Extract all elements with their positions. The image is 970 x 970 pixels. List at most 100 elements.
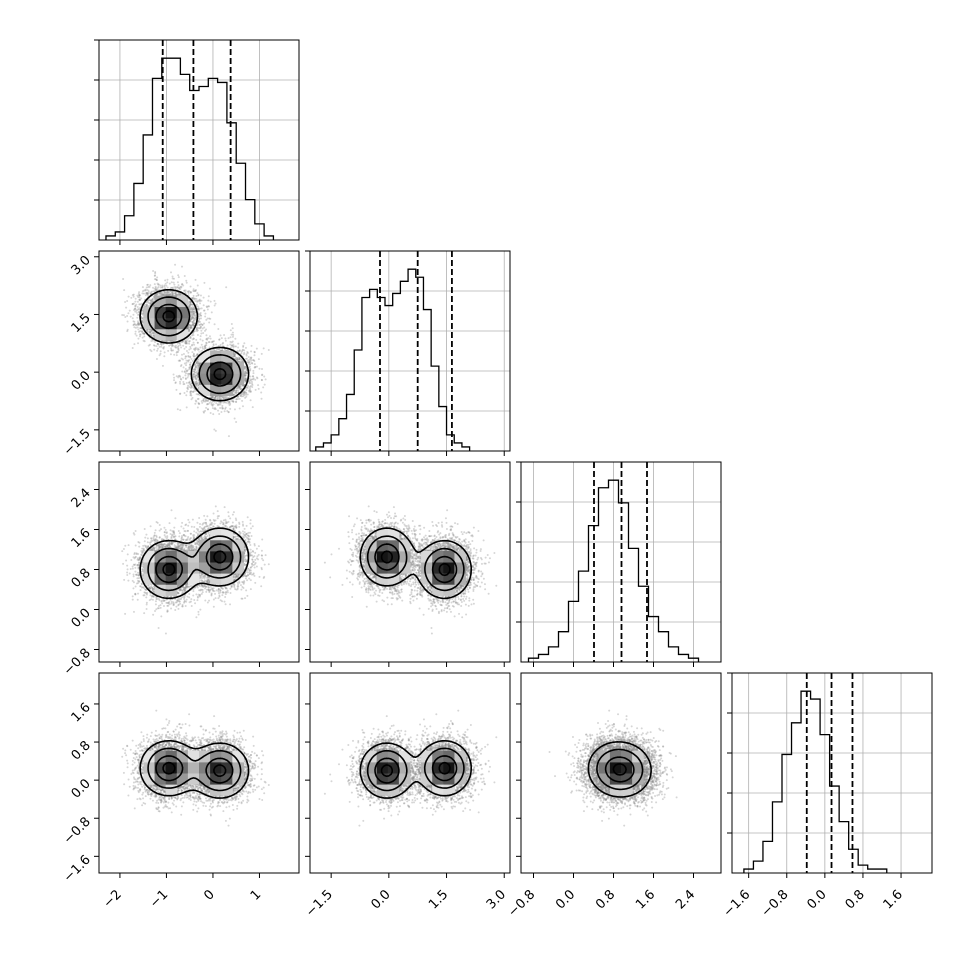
sample-point [260,379,263,382]
sample-point [191,297,194,300]
sample-point [131,317,134,320]
sample-point [164,282,167,285]
sample-point [187,290,190,293]
sample-point [230,322,233,325]
sample-point [195,297,198,300]
sample-point [207,402,210,405]
sample-point [154,272,157,275]
sample-point [193,308,196,311]
sample-point [203,281,206,284]
sample-point [196,383,199,386]
sample-point [191,316,194,319]
sample-point [234,337,237,340]
sample-point [205,305,208,308]
sample-point [229,336,232,339]
sample-point [149,331,152,334]
sample-point [131,294,134,297]
sample-point [189,361,192,364]
sample-point [264,378,267,381]
sample-point [191,314,194,317]
sample-point [133,343,136,346]
axes-frame [98,39,300,241]
sample-point [192,308,195,311]
sample-point [238,349,241,352]
sample-point [156,349,159,352]
sample-point [148,328,151,331]
sample-point [131,346,134,349]
sample-point [198,317,201,320]
sample-point [139,333,142,336]
sample-point [235,356,238,359]
sample-point [134,330,137,333]
sample-point [247,361,250,364]
sample-point [126,330,129,333]
sample-point [147,290,150,293]
sample-point [153,274,156,277]
sample-point [254,378,257,381]
sample-point [189,301,192,304]
sample-point [196,348,199,351]
sample-point [175,346,178,349]
sample-point [184,289,187,292]
sample-point [162,293,165,296]
sample-point [193,375,196,378]
sample-point [142,332,145,335]
sample-point [137,311,140,314]
sample-point [199,335,202,338]
sample-point [188,381,191,384]
sample-point [198,324,201,327]
sample-point [149,348,152,351]
sample-point [196,406,199,409]
sample-point [194,366,197,369]
sample-point [153,348,156,351]
sample-point [155,345,158,348]
sample-point [159,350,162,353]
sample-point [182,284,185,287]
sample-point [242,353,245,356]
sample-point [241,405,244,408]
sample-point [187,351,190,354]
sample-point [184,377,187,380]
sample-point [262,386,265,389]
sample-point [201,324,204,327]
sample-point [184,377,187,380]
sample-point [199,300,202,303]
sample-point [258,367,261,370]
sample-point [236,358,239,361]
sample-point [231,335,234,338]
sample-point [199,312,202,315]
sample-point [197,305,200,308]
sample-point [221,345,224,348]
sample-point [191,296,194,299]
sample-point [167,349,170,352]
sample-point [135,303,138,306]
sample-point [132,295,135,298]
sample-point [253,350,256,353]
sample-point [193,375,196,378]
sample-point [143,303,146,306]
sample-point [173,379,176,382]
sample-point [177,274,180,277]
sample-point [178,287,181,290]
sample-point [165,292,168,295]
sample-point [229,340,232,343]
sample-point [179,375,182,378]
sample-point [154,271,157,274]
sample-point [174,292,177,295]
sample-point [197,293,200,296]
sample-point [207,341,210,344]
sample-point [218,397,221,400]
sample-point [166,281,169,284]
sample-point [261,374,264,377]
sample-point [196,299,199,302]
sample-point [260,378,263,381]
sample-point [196,300,199,303]
sample-point [186,290,189,293]
sample-point [183,391,186,394]
sample-point [245,392,248,395]
sample-point [197,397,200,400]
sample-point [193,308,196,311]
sample-point [216,398,219,401]
sample-point [143,340,146,343]
sample-point [191,390,194,393]
